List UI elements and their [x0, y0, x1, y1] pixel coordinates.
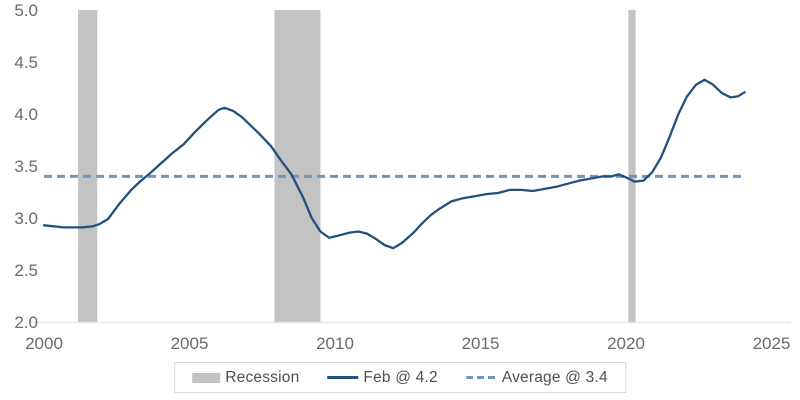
- x-axis-tick-label: 2000: [25, 334, 63, 353]
- x-axis-tick-label: 2015: [462, 334, 500, 353]
- recession-band: [628, 10, 636, 322]
- recession-band-swatch-icon: [192, 372, 221, 383]
- recession-band: [274, 10, 321, 322]
- x-axis-tick-label: 2020: [607, 334, 645, 353]
- legend-item-average: Average @ 3.4: [465, 368, 608, 387]
- x-axis-tick-label: 2010: [316, 334, 354, 353]
- y-axis-tick-label: 4.5: [14, 53, 38, 72]
- x-axis-tick-label: 2005: [171, 334, 209, 353]
- series-line-swatch-icon: [327, 376, 359, 379]
- y-axis-tick-label: 4.0: [14, 105, 38, 124]
- legend-item-series: Feb @ 4.2: [327, 368, 438, 387]
- legend-label-recession: Recession: [225, 368, 300, 386]
- legend-item-recession: Recession: [192, 369, 299, 387]
- y-axis-tick-label: 2.5: [14, 261, 38, 280]
- average-dash-swatch-icon: [465, 376, 497, 379]
- series-line: [42, 78, 746, 250]
- y-axis-tick-label: 3.5: [14, 157, 38, 176]
- y-axis-tick-label: 5.0: [14, 1, 38, 20]
- y-axis-tick-label: 3.0: [14, 209, 38, 228]
- legend-label-average: Average @ 3.4: [501, 368, 608, 386]
- y-axis-tick-label: 2.0: [14, 313, 38, 332]
- recession-band: [78, 10, 98, 322]
- x-axis-tick-label: 2025: [753, 334, 791, 353]
- chart-legend: Recession Feb @ 4.2 Average @ 3.4: [174, 362, 626, 393]
- legend-label-series: Feb @ 4.2: [363, 368, 438, 386]
